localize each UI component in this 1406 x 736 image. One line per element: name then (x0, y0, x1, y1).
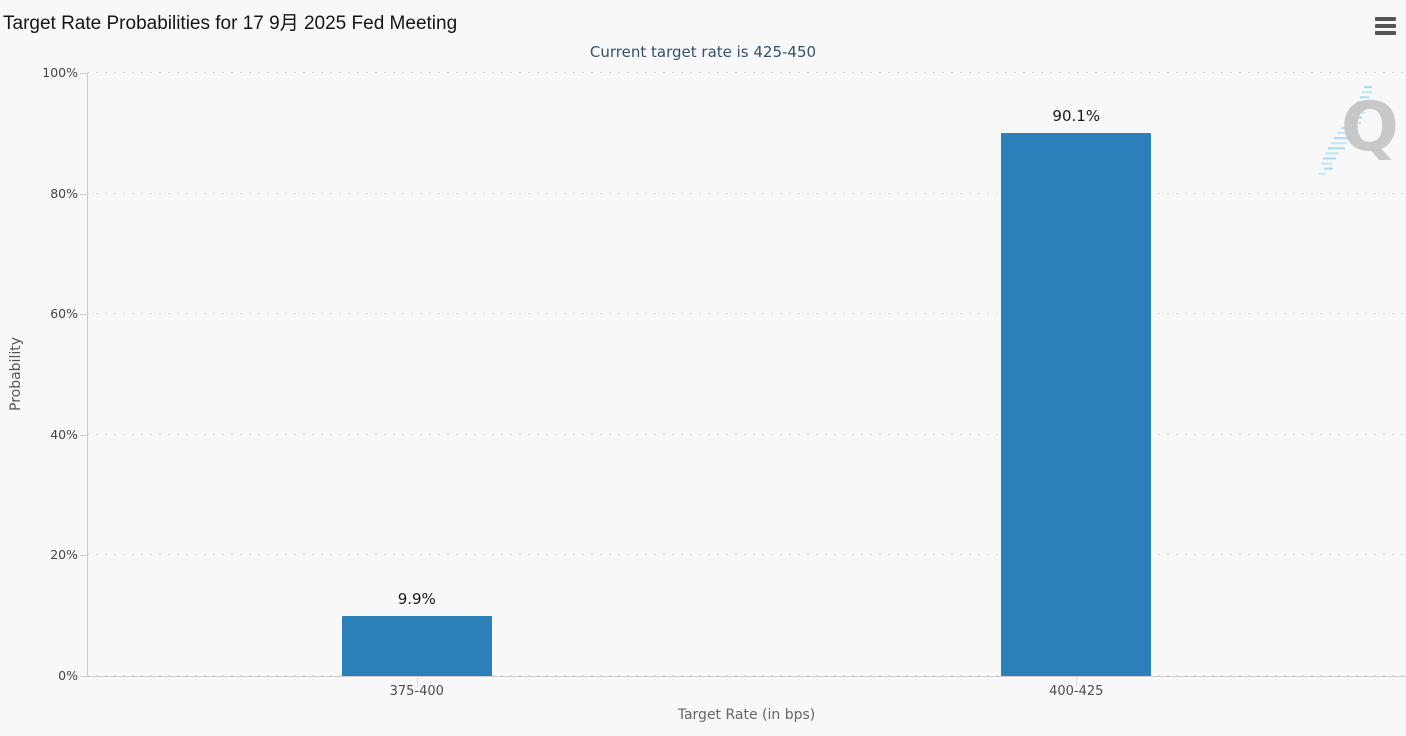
y-gridline (87, 434, 1406, 435)
y-tick-label: 40% (50, 427, 78, 442)
y-axis-line (87, 73, 88, 676)
y-tick-mark (80, 676, 87, 677)
y-tick-mark (80, 314, 87, 315)
y-tick-label: 80% (50, 186, 78, 201)
x-category-label: 375-400 (389, 684, 444, 699)
bar-value-label: 90.1% (1052, 106, 1101, 125)
y-tick-mark (80, 73, 87, 74)
y-gridline (87, 675, 1406, 676)
probability-bar[interactable] (1001, 132, 1152, 676)
x-tick-mark (417, 677, 418, 687)
bar-value-label: 9.9% (397, 590, 436, 609)
x-axis-title: Target Rate (in bps) (677, 707, 816, 723)
y-tick-mark (80, 555, 87, 556)
chart-context-menu-button[interactable] (1370, 12, 1402, 42)
watermark-q-letter: Q (1341, 88, 1399, 167)
y-tick-label: 100% (42, 65, 78, 80)
x-axis-line (87, 676, 1406, 677)
x-tick-mark (1076, 677, 1077, 687)
hamburger-menu-icon (1375, 16, 1397, 35)
y-tick-mark (80, 435, 87, 436)
y-gridline (87, 554, 1406, 555)
lightning-bolt-icon (1319, 86, 1372, 175)
x-category-label: 400-425 (1049, 684, 1104, 699)
y-axis-title: Probability (8, 336, 24, 412)
probability-bar[interactable] (341, 616, 492, 676)
y-gridline (87, 193, 1406, 194)
y-tick-label: 0% (58, 668, 78, 683)
y-gridline (87, 313, 1406, 314)
y-gridline (87, 72, 1406, 73)
chart-title: Target Rate Probabilities for 17 9月 2025… (3, 13, 458, 34)
y-tick-mark (80, 194, 87, 195)
chart-subtitle: Current target rate is 425-450 (589, 43, 817, 61)
y-tick-label: 60% (50, 306, 78, 321)
y-tick-label: 20% (50, 547, 78, 562)
